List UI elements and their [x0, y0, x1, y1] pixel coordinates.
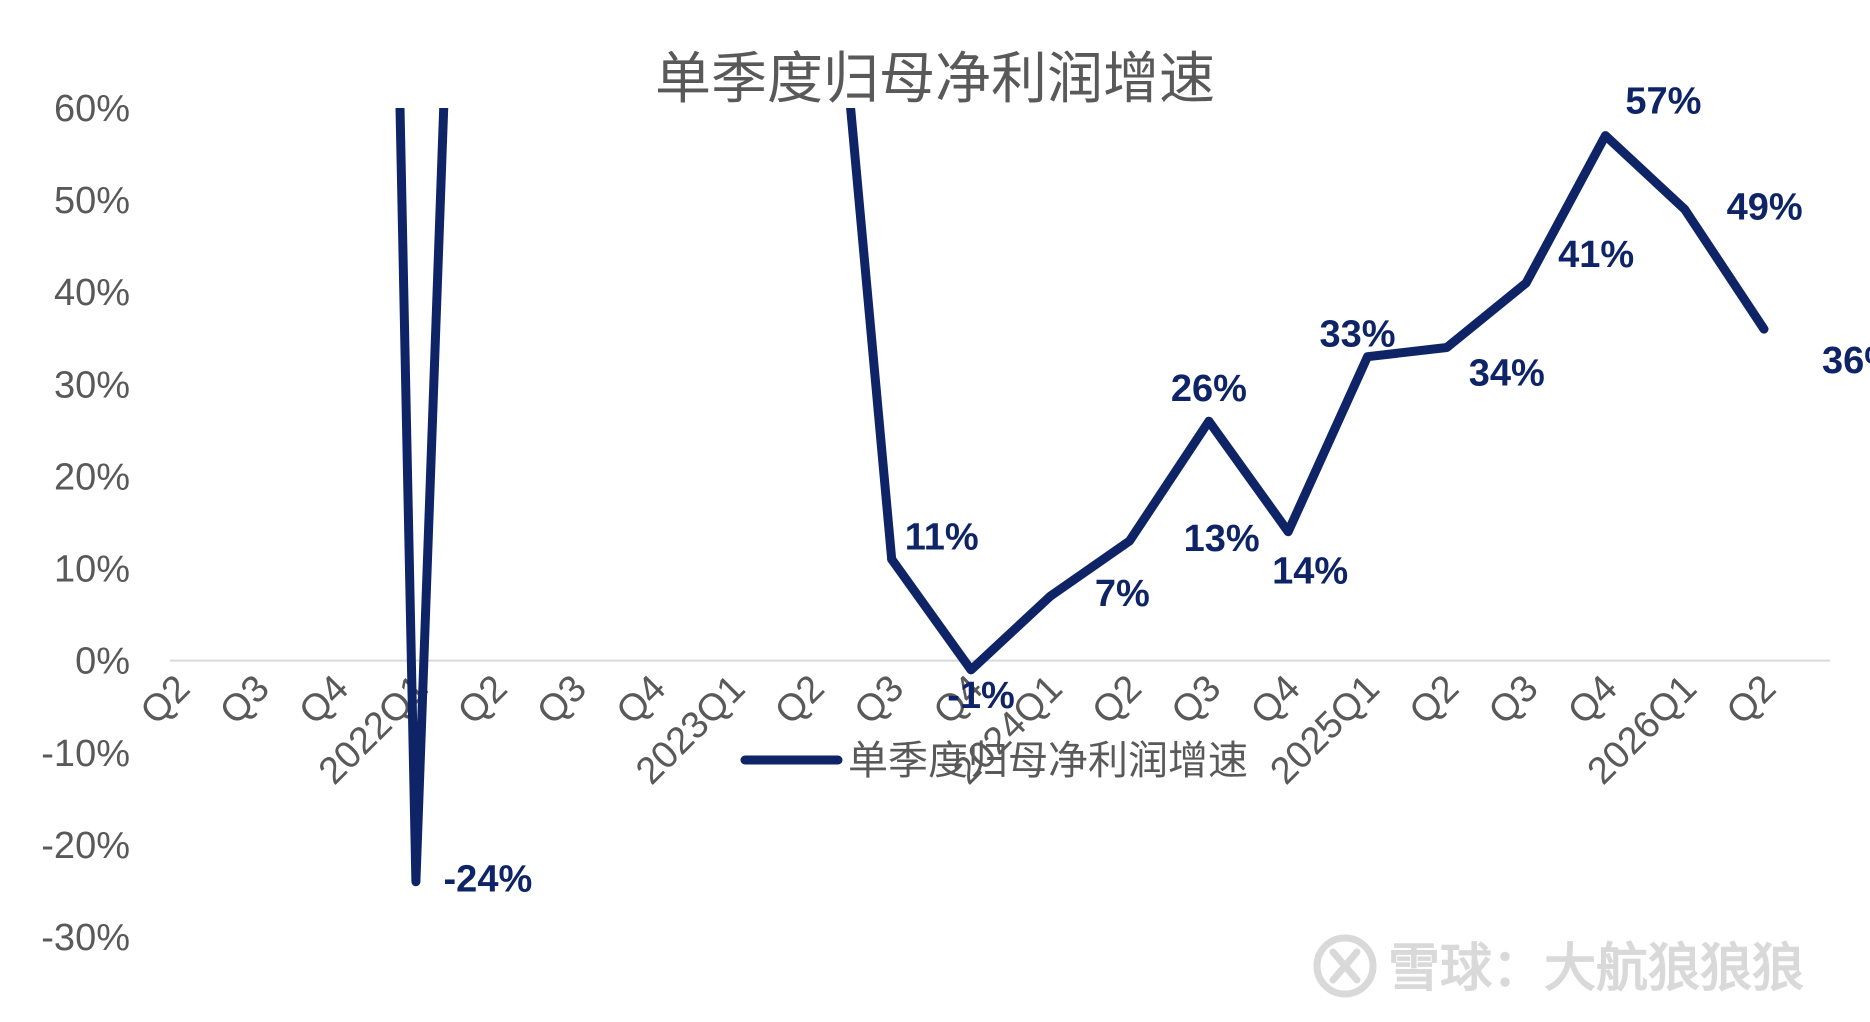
- x-tick-label: Q3: [1164, 667, 1230, 733]
- x-tick-label: Q4: [1560, 667, 1626, 733]
- chart-title: 单季度归母净利润增速: [655, 47, 1215, 112]
- y-tick-label: -10%: [41, 733, 130, 775]
- x-tick-label: Q2: [133, 667, 199, 733]
- x-tick-label: Q4: [291, 667, 357, 733]
- series-line: [395, 108, 449, 887]
- legend: 单季度归母净利润增速: [740, 738, 1248, 784]
- y-tick-label: 50%: [54, 180, 130, 222]
- data-label: -24%: [444, 859, 533, 901]
- x-tick-label: Q4: [609, 667, 675, 733]
- data-label: 41%: [1558, 234, 1634, 276]
- data-label: 26%: [1171, 368, 1247, 410]
- y-tick-label: -30%: [41, 917, 130, 959]
- y-tick-label: 40%: [54, 272, 130, 314]
- series-line: [887, 131, 1769, 675]
- y-tick-label: 30%: [54, 364, 130, 406]
- data-label: 34%: [1469, 352, 1545, 394]
- x-tick-label: Q3: [212, 667, 278, 733]
- data-label: 49%: [1727, 186, 1803, 228]
- x-tick-label: Q3: [847, 667, 913, 733]
- y-tick-label: -20%: [41, 825, 130, 867]
- y-tick-label: 60%: [54, 88, 130, 130]
- y-tick-label: 20%: [54, 456, 130, 498]
- data-label: 11%: [905, 516, 979, 558]
- y-axis: -30% -20% -10% 0% 10% 20% 30% 40% 50% 60%: [41, 88, 130, 959]
- watermark-text: 雪球：大航狼狼狼: [1388, 939, 1804, 999]
- x-tick-label: Q2: [1084, 667, 1150, 733]
- x-tick-label: Q2: [450, 667, 516, 733]
- legend-label: 单季度归母净利润增速: [848, 738, 1248, 784]
- x-tick-label: Q2: [1402, 667, 1468, 733]
- data-label: 13%: [1184, 518, 1260, 560]
- x-tick-label: Q2: [767, 667, 833, 733]
- data-labels: -24% 11% -1% 7% 13% 26% 14% 33% 34% 41% 57% 49% 36%: [444, 81, 1870, 901]
- x-tick-label: Q3: [529, 667, 595, 733]
- series-line: [846, 108, 897, 564]
- data-label: -1%: [947, 675, 1015, 717]
- series-group: [395, 108, 1769, 887]
- xueqiu-logo-icon: [1313, 934, 1377, 998]
- data-label: 33%: [1319, 314, 1395, 356]
- data-label: 7%: [1095, 573, 1150, 615]
- y-tick-label: 0%: [75, 641, 130, 683]
- data-label: 14%: [1272, 551, 1348, 593]
- data-label: 36%: [1822, 340, 1870, 382]
- y-tick-label: 10%: [54, 549, 130, 591]
- x-tick-label: Q4: [1243, 667, 1309, 733]
- x-tick-label: Q3: [1481, 667, 1547, 733]
- x-tick-label: Q2: [1719, 667, 1785, 733]
- data-label: 57%: [1625, 81, 1701, 123]
- watermark: 雪球：大航狼狼狼: [1313, 934, 1804, 999]
